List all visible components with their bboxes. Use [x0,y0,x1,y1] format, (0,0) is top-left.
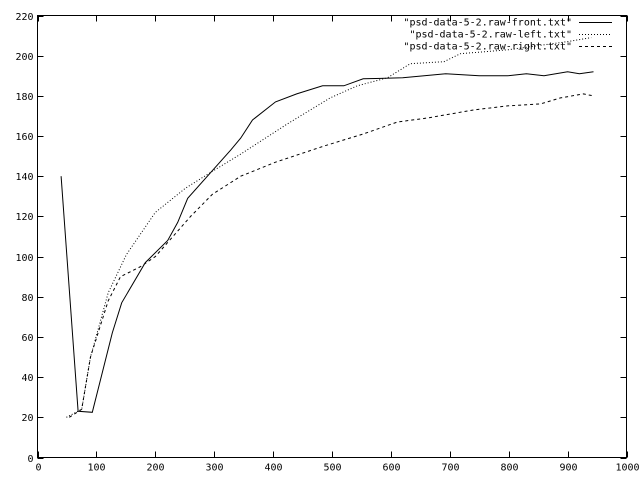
y-tick-label: 100 [15,253,33,264]
x-axis: 0 100 200 300 400 500 600 700 800 900 1000 [35,15,640,474]
y-tick-label: 120 [15,212,33,223]
x-tick-label: 0 [35,463,41,474]
x-tick-label: 700 [441,463,459,474]
y-tick-label: 40 [21,373,33,384]
series-line-dashed [69,93,594,418]
series-line-solid [60,71,594,413]
x-tick-label: 1000 [615,463,639,474]
x-tick-label: 200 [146,463,164,474]
x-tick-label: 600 [382,463,400,474]
series-line-dotted [66,37,592,418]
series-group [60,37,594,418]
legend-label: "psd-data-5-2.raw-left.txt" [409,30,572,41]
legend-label: "psd-data-5-2.raw-right.txt" [403,42,572,53]
x-tick-label: 100 [87,463,105,474]
plot-frame [37,15,627,458]
x-tick-label: 500 [323,463,341,474]
y-tick-label: 140 [15,172,33,183]
y-tick-label: 200 [15,52,33,63]
y-axis: 0 20 40 60 80 100 120 140 160 180 200 220 [15,12,627,465]
x-tick-label: 900 [559,463,577,474]
y-tick-label: 60 [21,333,33,344]
x-tick-label: 400 [264,463,282,474]
x-tick-label: 800 [500,463,518,474]
legend: "psd-data-5-2.raw-front.txt""psd-data-5-… [403,18,612,53]
y-tick-label: 0 [27,454,33,465]
y-tick-label: 160 [15,132,33,143]
y-tick-label: 180 [15,92,33,103]
x-tick-label: 300 [205,463,223,474]
y-tick-label: 220 [15,12,33,23]
y-tick-label: 20 [21,413,33,424]
legend-label: "psd-data-5-2.raw-front.txt" [403,18,572,29]
y-tick-label: 80 [21,293,33,304]
